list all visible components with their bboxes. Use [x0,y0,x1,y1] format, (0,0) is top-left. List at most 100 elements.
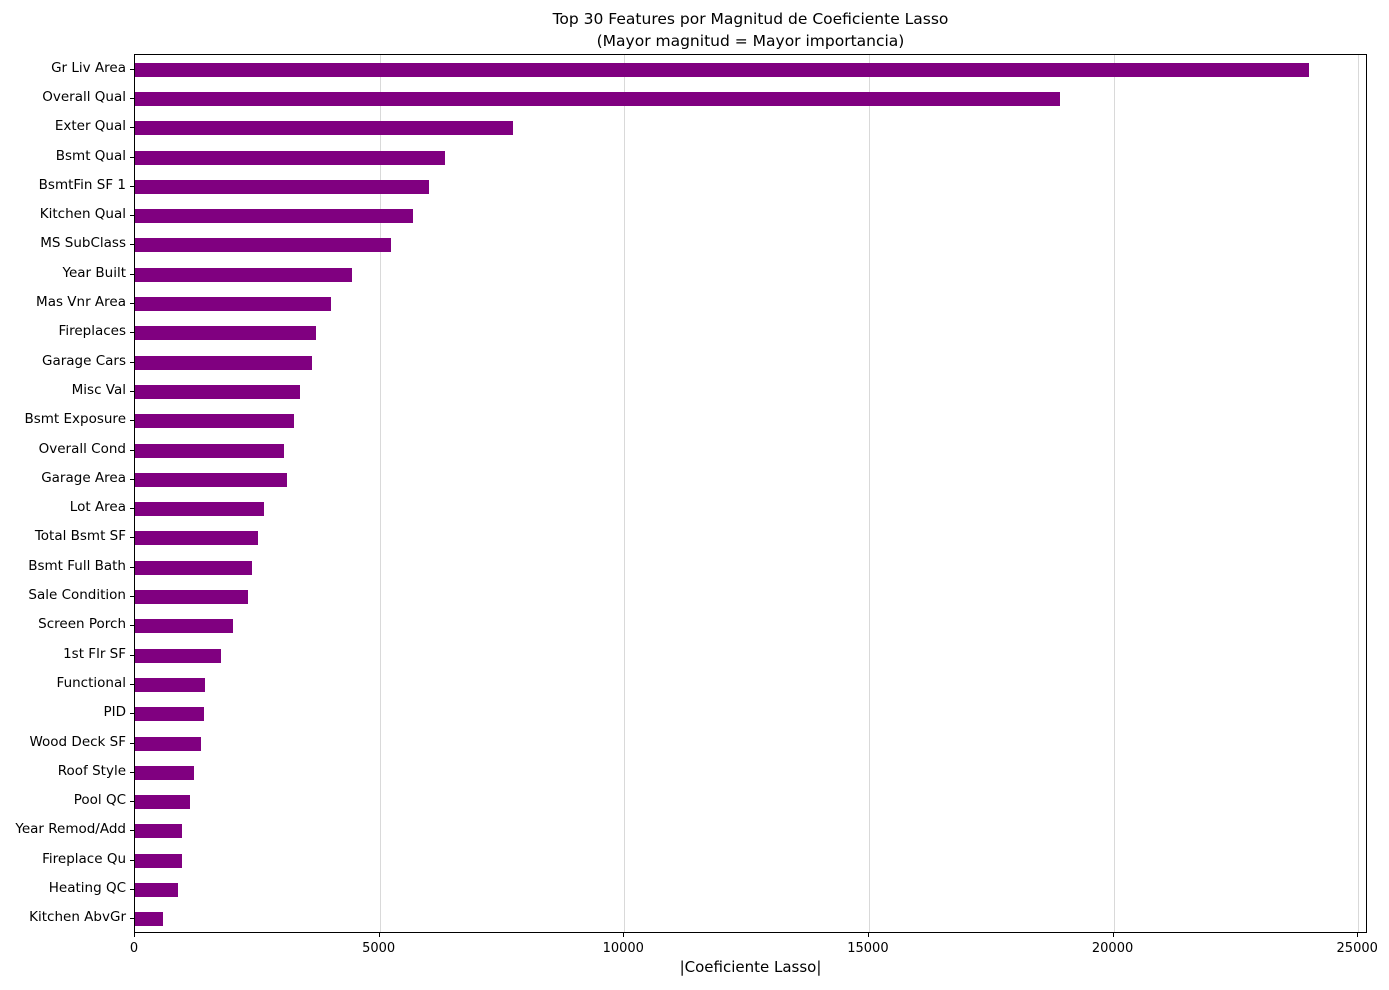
y-tick-label: BsmtFin SF 1 [38,176,126,193]
y-tick-mark [130,420,134,422]
x-tick-label: 10000 [602,941,644,956]
bar [135,267,352,282]
bar [135,62,1310,77]
bar [135,414,294,429]
y-tick-label: Heating QC [48,880,126,897]
chart-title-block: Top 30 Features por Magnitud de Coeficie… [134,8,1367,52]
y-tick-mark [130,889,134,891]
y-tick-mark [130,156,134,158]
y-tick-label: Total Bsmt SF [34,528,126,545]
y-tick-label: Fireplaces [58,323,126,340]
gridline [1358,55,1360,932]
y-tick-label: Garage Cars [41,352,126,369]
y-tick-label: Overall Qual [42,88,126,105]
y-tick-mark [130,449,134,451]
bar [135,765,195,780]
x-tick-label: 20000 [1091,941,1134,956]
y-tick-label: Bsmt Exposure [24,411,126,428]
gridline [1113,55,1115,932]
y-tick-mark [130,185,134,187]
x-tick-label: 25000 [1336,941,1378,956]
bar [135,179,429,194]
bar [135,795,191,810]
gridline [624,55,626,932]
y-tick-mark [130,771,134,773]
y-tick-label: Bsmt Qual [55,147,126,164]
bar [135,91,1060,106]
chart-title: Top 30 Features por Magnitud de Coeficie… [552,10,949,28]
y-tick-mark [130,478,134,480]
y-tick-label: Mas Vnr Area [36,294,126,311]
x-tick-mark [134,933,135,937]
y-tick-mark [130,508,134,510]
bar [135,912,164,927]
plot-area [134,54,1367,933]
bar [135,707,205,722]
bar [135,619,234,634]
bar [135,121,513,136]
y-tick-label: Year Remod/Add [15,821,126,838]
gridline [379,55,381,932]
bar [135,297,331,312]
bar [135,472,287,487]
bar [135,502,264,517]
y-tick-label: Roof Style [57,762,126,779]
y-tick-label: Screen Porch [38,616,126,633]
y-tick-mark [130,127,134,129]
y-tick-label: 1st Flr SF [63,645,126,662]
y-tick-label: Year Built [62,264,127,281]
y-tick-label: MS SubClass [40,235,126,252]
bar [135,648,221,663]
x-tick-label: 5000 [362,941,396,956]
y-tick-label: Fireplace Qu [42,850,126,867]
y-tick-mark [130,215,134,217]
bar [135,590,249,605]
y-tick-label: Gr Liv Area [51,59,126,76]
y-tick-mark [130,801,134,803]
y-tick-label: Bsmt Full Bath [28,557,126,574]
y-tick-label: Pool QC [73,792,126,809]
x-tick-mark [1357,933,1359,937]
bar [135,531,259,546]
y-tick-mark [130,596,134,598]
y-tick-mark [130,625,134,627]
bar [135,853,182,868]
bar [135,443,285,458]
y-tick-mark [130,713,134,715]
bar [135,824,183,839]
y-tick-label: PID [103,704,126,721]
y-tick-mark [130,918,134,920]
x-tick-label: 0 [129,941,139,956]
bar [135,384,300,399]
y-tick-mark [130,332,134,334]
y-tick-label: Kitchen AbvGr [29,909,126,926]
y-tick-mark [130,97,134,99]
y-tick-label: Exter Qual [54,118,126,135]
y-tick-label: Misc Val [71,381,126,398]
x-tick-mark [867,933,869,937]
x-tick-mark [623,933,625,937]
bar [135,736,201,751]
x-tick-label: 15000 [847,941,889,956]
y-tick-mark [130,68,134,70]
y-tick-mark [130,537,134,539]
bar [135,150,445,165]
y-tick-label: Lot Area [69,499,126,516]
y-tick-label: Garage Area [41,469,126,486]
bar [135,238,392,253]
bar [135,560,253,575]
y-tick-mark [130,244,134,246]
y-tick-mark [130,566,134,568]
y-tick-label: Functional [56,674,126,691]
y-tick-mark [130,742,134,744]
y-tick-label: Overall Cond [38,440,126,457]
bar [135,883,178,898]
y-tick-mark [130,830,134,832]
x-tick-mark [378,933,380,937]
y-tick-mark [130,303,134,305]
y-tick-mark [130,390,134,392]
y-tick-mark [130,654,134,656]
x-axis-label: |Coeficiente Lasso| [679,958,822,976]
chart-subtitle: (Mayor magnitud = Mayor importancia) [596,32,905,50]
